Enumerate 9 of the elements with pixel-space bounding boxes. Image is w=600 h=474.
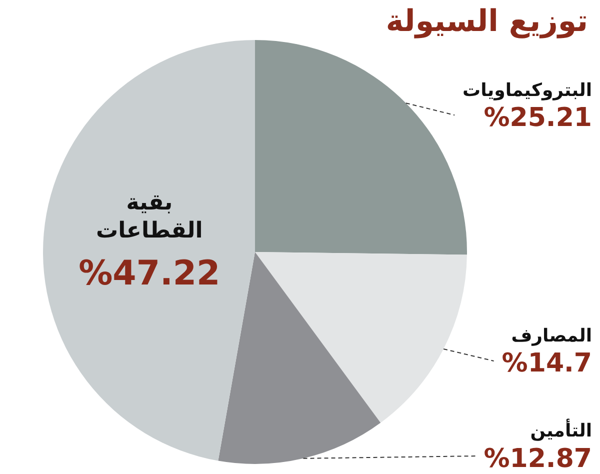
- data-label: %47.22: [78, 254, 220, 294]
- slice-label: التأمين: [530, 418, 592, 442]
- data-label: %25.21: [484, 102, 592, 133]
- chart-title: توزيع السيولة: [386, 4, 588, 39]
- slice-label: البتروكيماويات: [462, 80, 592, 101]
- slice-label: المصارف: [511, 326, 592, 347]
- data-label: %12.87: [484, 444, 592, 474]
- slice-label: بقية القطاعات: [96, 190, 203, 244]
- data-label: %14.7: [502, 348, 592, 379]
